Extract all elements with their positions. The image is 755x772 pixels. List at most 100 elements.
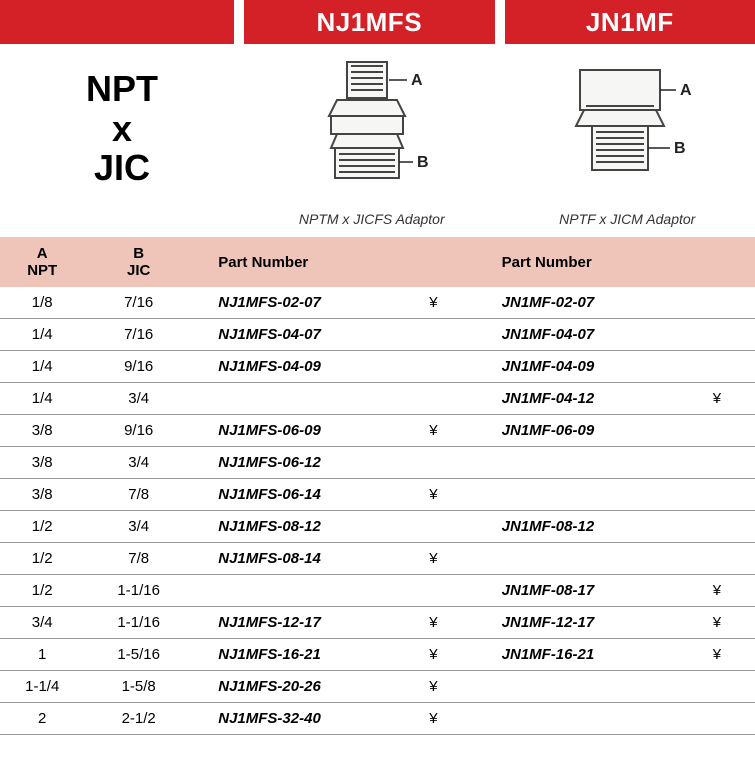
col-header-gap1 xyxy=(193,237,212,287)
figure1-label-a: A xyxy=(411,72,423,89)
cell-pn1: NJ1MFS-04-09 xyxy=(212,351,423,383)
col-header-b: B JIC xyxy=(84,237,193,287)
cell-gap2 xyxy=(472,447,496,479)
cell-pn2: JN1MF-12-17 xyxy=(496,607,707,639)
cell-pn2 xyxy=(496,543,707,575)
table-row: 1/43/4JN1MF-04-12¥ xyxy=(0,383,755,415)
cell-gap1 xyxy=(193,607,212,639)
product1-figure: A B xyxy=(244,56,500,201)
cell-mark2: ¥ xyxy=(707,607,755,639)
cell-a: 1 xyxy=(0,639,84,671)
product2-diagram-icon: A B xyxy=(552,56,702,196)
title-line1: NPT xyxy=(0,69,244,109)
cell-pn2: JN1MF-08-17 xyxy=(496,575,707,607)
cell-pn1: NJ1MFS-06-14 xyxy=(212,479,423,511)
cell-pn1: NJ1MFS-06-12 xyxy=(212,447,423,479)
cell-a: 3/4 xyxy=(0,607,84,639)
cell-pn2 xyxy=(496,447,707,479)
cell-gap1 xyxy=(193,479,212,511)
cell-b: 3/4 xyxy=(84,383,193,415)
cell-mark2 xyxy=(707,287,755,319)
figure2-label-b: B xyxy=(674,140,686,157)
cell-b: 1-1/16 xyxy=(84,607,193,639)
cell-mark1: ¥ xyxy=(423,639,471,671)
cell-pn1: NJ1MFS-20-26 xyxy=(212,671,423,703)
banner-product1-code: NJ1MFS xyxy=(244,0,495,44)
cell-pn1: NJ1MFS-04-07 xyxy=(212,319,423,351)
table-row: 11-5/16NJ1MFS-16-21¥JN1MF-16-21¥ xyxy=(0,639,755,671)
cell-mark1: ¥ xyxy=(423,415,471,447)
cell-mark2: ¥ xyxy=(707,575,755,607)
cell-pn1: NJ1MFS-02-07 xyxy=(212,287,423,319)
cell-mark1 xyxy=(423,351,471,383)
col-header-b-sub: JIC xyxy=(90,262,187,279)
cell-gap1 xyxy=(193,383,212,415)
cell-mark1 xyxy=(423,383,471,415)
table-row: 3/89/16NJ1MFS-06-09¥JN1MF-06-09 xyxy=(0,415,755,447)
cell-pn1: NJ1MFS-06-09 xyxy=(212,415,423,447)
cell-mark2 xyxy=(707,351,755,383)
col-header-a: A NPT xyxy=(0,237,84,287)
table-row: 3/83/4NJ1MFS-06-12 xyxy=(0,447,755,479)
cell-gap2 xyxy=(472,383,496,415)
cell-pn2: JN1MF-04-09 xyxy=(496,351,707,383)
cell-mark2 xyxy=(707,319,755,351)
table-row: 1/47/16NJ1MFS-04-07JN1MF-04-07 xyxy=(0,319,755,351)
cell-pn1: NJ1MFS-12-17 xyxy=(212,607,423,639)
cell-mark2: ¥ xyxy=(707,383,755,415)
cell-mark2 xyxy=(707,447,755,479)
col-header-a-top: A xyxy=(6,245,78,262)
col-header-a-sub: NPT xyxy=(6,262,78,279)
banner-red-spacer xyxy=(0,0,234,44)
cell-pn1 xyxy=(212,575,423,607)
cell-pn2 xyxy=(496,703,707,735)
col-header-gap2 xyxy=(472,237,496,287)
cell-gap2 xyxy=(472,639,496,671)
table-row: 1/49/16NJ1MFS-04-09JN1MF-04-09 xyxy=(0,351,755,383)
cell-b: 1-1/16 xyxy=(84,575,193,607)
cell-mark1 xyxy=(423,511,471,543)
cell-pn2 xyxy=(496,479,707,511)
cell-mark2 xyxy=(707,479,755,511)
cell-gap1 xyxy=(193,543,212,575)
table-row: 1-1/41-5/8NJ1MFS-20-26¥ xyxy=(0,671,755,703)
cell-gap1 xyxy=(193,639,212,671)
cell-gap1 xyxy=(193,703,212,735)
table-row: 1/23/4NJ1MFS-08-12JN1MF-08-12 xyxy=(0,511,755,543)
cell-gap1 xyxy=(193,575,212,607)
banner-gap-1 xyxy=(234,0,244,44)
cell-mark2 xyxy=(707,671,755,703)
cell-a: 1/4 xyxy=(0,351,84,383)
col-header-mark2 xyxy=(707,237,755,287)
banner-row: NJ1MFS JN1MF xyxy=(0,0,755,44)
cell-pn1: NJ1MFS-16-21 xyxy=(212,639,423,671)
table-row: 22-1/2NJ1MFS-32-40¥ xyxy=(0,703,755,735)
figure1-label-b: B xyxy=(417,154,429,171)
col-header-b-top: B xyxy=(90,245,187,262)
cell-gap2 xyxy=(472,351,496,383)
cell-a: 1/8 xyxy=(0,287,84,319)
col-header-mark1 xyxy=(423,237,471,287)
cell-gap2 xyxy=(472,607,496,639)
cell-b: 2-1/2 xyxy=(84,703,193,735)
cell-mark1 xyxy=(423,447,471,479)
product1-diagram-icon: A B xyxy=(307,56,437,196)
cell-gap1 xyxy=(193,447,212,479)
table-row: 3/87/8NJ1MFS-06-14¥ xyxy=(0,479,755,511)
cell-pn2: JN1MF-08-12 xyxy=(496,511,707,543)
cell-b: 7/8 xyxy=(84,479,193,511)
cell-a: 1/2 xyxy=(0,543,84,575)
product2-figure: A B xyxy=(500,56,755,201)
cell-gap2 xyxy=(472,511,496,543)
table-row: 1/21-1/16JN1MF-08-17¥ xyxy=(0,575,755,607)
cell-mark1: ¥ xyxy=(423,479,471,511)
cell-gap2 xyxy=(472,287,496,319)
caption-spacer xyxy=(0,205,244,237)
cell-b: 9/16 xyxy=(84,415,193,447)
cell-gap2 xyxy=(472,671,496,703)
cell-pn2: JN1MF-02-07 xyxy=(496,287,707,319)
cell-b: 3/4 xyxy=(84,511,193,543)
cell-mark1 xyxy=(423,575,471,607)
cell-pn2: JN1MF-06-09 xyxy=(496,415,707,447)
cell-b: 1-5/16 xyxy=(84,639,193,671)
